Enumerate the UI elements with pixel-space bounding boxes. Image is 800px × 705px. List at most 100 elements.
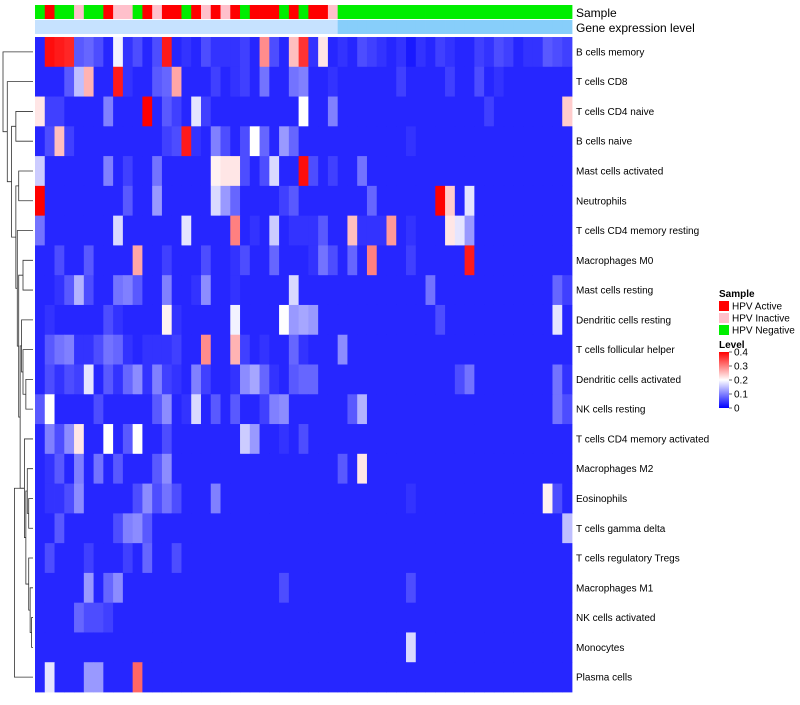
heatmap-cell: [503, 364, 514, 395]
heatmap-cell: [425, 185, 436, 217]
heatmap-cell: [445, 126, 456, 157]
heatmap-cell: [210, 185, 221, 217]
heatmap-cell: [74, 126, 85, 157]
heatmap-cell: [396, 66, 407, 97]
heatmap-cell: [240, 662, 251, 693]
heatmap-cell: [406, 126, 417, 157]
heatmap-cell: [200, 304, 212, 336]
heatmap-cell: [406, 543, 417, 574]
heatmap-cell: [415, 662, 426, 693]
heatmap-cell: [230, 424, 241, 455]
heatmap-cell: [181, 66, 192, 97]
heatmap-cell: [298, 66, 309, 97]
heatmap-cell: [552, 572, 563, 604]
heatmap-cell: [288, 632, 300, 663]
heatmap-cell: [64, 126, 75, 157]
heatmap-cell: [318, 543, 329, 574]
heatmap-cell: [406, 572, 417, 604]
heatmap-cell: [83, 662, 94, 693]
heatmap-cell: [454, 275, 465, 306]
heatmap-cell: [327, 453, 339, 484]
heatmap-cell: [54, 424, 65, 455]
dendrogram-branch: [22, 259, 33, 291]
heatmap-cell: [152, 394, 163, 425]
annotation-cell: [249, 5, 260, 19]
heatmap-cell: [74, 394, 85, 425]
heatmap-cell: [132, 394, 143, 425]
heatmap-cell: [474, 364, 485, 395]
heatmap-cell: [542, 185, 553, 217]
heatmap-cell: [74, 572, 85, 604]
heatmap-cell: [415, 424, 426, 455]
heatmap-cell: [269, 632, 280, 663]
heatmap-cell: [122, 275, 134, 306]
heatmap-cell: [357, 543, 368, 574]
heatmap-cell: [415, 513, 426, 544]
heatmap-cell: [552, 632, 563, 663]
heatmap-cell: [503, 453, 514, 484]
dendrogram-branch: [16, 230, 33, 347]
heatmap-cell: [279, 37, 290, 68]
dendrogram-branch: [29, 587, 33, 633]
heatmap-cell: [103, 245, 114, 276]
heatmap-cell: [503, 602, 514, 633]
heatmap-cell: [357, 96, 368, 127]
heatmap-cell: [376, 66, 387, 97]
heatmap-cell: [230, 394, 241, 425]
heatmap-cell: [396, 156, 407, 187]
heatmap-cell: [386, 37, 397, 68]
heatmap-cell: [44, 37, 55, 68]
heatmap-cell: [35, 483, 46, 514]
heatmap-cell: [54, 275, 65, 306]
heatmap-cell: [240, 245, 251, 276]
heatmap-cell: [298, 156, 309, 187]
heatmap-cell: [191, 543, 202, 574]
heatmap-cell: [249, 304, 260, 336]
heatmap-cell: [376, 453, 387, 484]
heatmap-cell: [484, 185, 495, 217]
heatmap-cell: [103, 543, 114, 574]
heatmap-cell: [318, 185, 329, 217]
heatmap-cell: [269, 543, 280, 574]
heatmap-cell: [562, 483, 573, 514]
heatmap-cell: [113, 245, 124, 276]
heatmap-cell: [435, 126, 446, 157]
heatmap-cell: [269, 662, 280, 693]
heatmap-cell: [366, 364, 378, 395]
heatmap-cell: [230, 96, 241, 127]
heatmap-cell: [122, 215, 134, 246]
heatmap-cell: [74, 215, 85, 246]
heatmap-cell: [337, 483, 348, 514]
heatmap-cell: [44, 245, 55, 276]
heatmap-cell: [230, 662, 241, 693]
heatmap-cell: [503, 185, 514, 217]
heatmap-cell: [200, 424, 212, 455]
heatmap-cell: [484, 513, 495, 544]
annotation-cell: [484, 5, 495, 19]
heatmap-cell: [44, 394, 55, 425]
heatmap-cell: [503, 483, 514, 514]
legend-sample-swatch: [719, 325, 729, 335]
heatmap-cell: [74, 37, 85, 68]
heatmap-cell: [454, 364, 465, 395]
heatmap-cell: [337, 602, 348, 633]
heatmap-cell: [386, 96, 397, 127]
heatmap-cell: [386, 275, 397, 306]
heatmap-cell: [210, 453, 221, 484]
heatmap-cell: [191, 66, 202, 97]
heatmap-cell: [161, 66, 173, 97]
heatmap-cell: [259, 572, 270, 604]
annotation-cell: [44, 5, 55, 19]
heatmap-cell: [122, 126, 134, 157]
heatmap-cell: [484, 37, 495, 68]
heatmap-cell: [454, 453, 465, 484]
heatmap-cell: [503, 66, 514, 97]
heatmap-cell: [445, 304, 456, 336]
heatmap-cell: [132, 483, 143, 514]
heatmap-cell: [93, 215, 104, 246]
heatmap-cell: [191, 215, 202, 246]
heatmap-cell: [93, 37, 104, 68]
